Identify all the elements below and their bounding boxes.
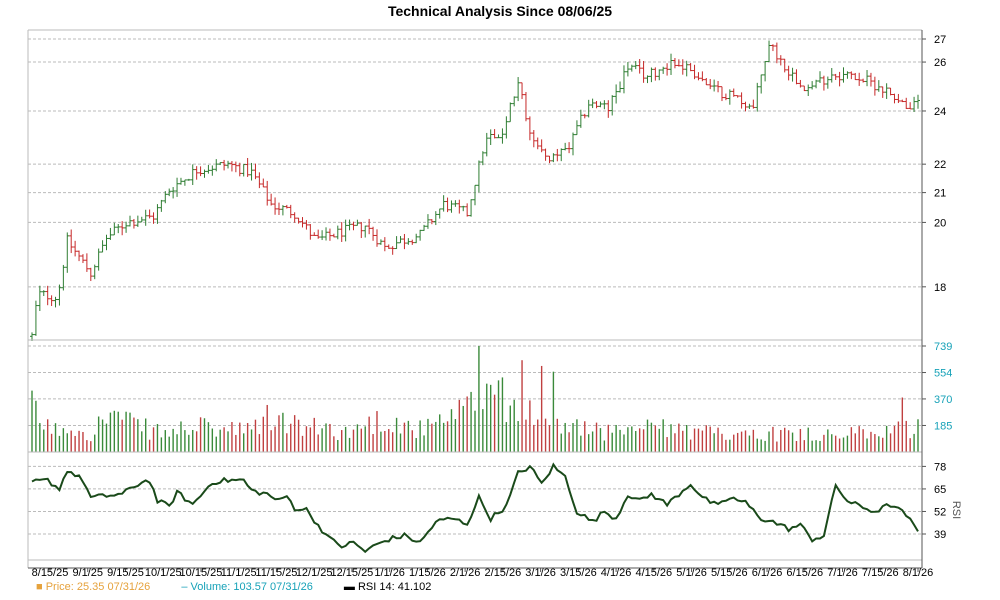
rsi-tick-label: 52 xyxy=(934,506,946,518)
volume-tick-label: 554 xyxy=(934,368,952,380)
x-tick-label: 1/15/26 xyxy=(409,567,446,579)
grid-lines xyxy=(28,38,922,535)
price-bars xyxy=(30,40,920,341)
x-tick-label: 2/1/26 xyxy=(450,567,481,579)
x-tick-label: 4/1/26 xyxy=(601,567,632,579)
price-tick-label: 21 xyxy=(934,188,946,200)
x-tick-label: 6/1/26 xyxy=(752,567,783,579)
volume-tick-label: 739 xyxy=(934,341,952,353)
volume-tick-label: 370 xyxy=(934,394,952,406)
rsi-tick-label: 78 xyxy=(934,461,946,473)
axes: 18 20 21 22 24 26 27 185 370 554 739 39 52 65 78 8/15/2… xyxy=(27,29,952,579)
rsi-path xyxy=(31,462,919,554)
x-tick-label: 1/1/26 xyxy=(374,567,405,579)
legend-volume: – Volume: 103.57 07/31/26 xyxy=(181,581,313,593)
x-tick-label: 4/15/26 xyxy=(635,567,672,579)
x-tick-label: 7/1/26 xyxy=(827,567,858,579)
legend: ■ Price: 25.35 07/31/26 – Volume: 103.57… xyxy=(36,581,459,593)
x-tick-label: 7/15/26 xyxy=(862,567,899,579)
price-tick-label: 27 xyxy=(934,34,946,46)
chart-title: Technical Analysis Since 08/06/25 xyxy=(388,3,612,19)
volume-bars xyxy=(31,346,919,452)
x-tick-label: 2/15/26 xyxy=(485,567,522,579)
x-tick-label: 9/1/25 xyxy=(72,567,103,579)
x-tick-label: 12/15/25 xyxy=(330,567,373,579)
x-tick-label: 3/15/26 xyxy=(560,567,597,579)
x-tick-label: 12/1/25 xyxy=(296,567,333,579)
x-tick-label: 11/15/25 xyxy=(255,567,297,579)
x-tick-label: 10/1/25 xyxy=(145,567,182,579)
price-tick-label: 20 xyxy=(934,217,946,229)
price-tick-label: 26 xyxy=(934,57,946,69)
rsi-tick-label: 39 xyxy=(934,529,946,541)
x-tick-label: 3/1/26 xyxy=(525,567,556,579)
x-tick-label: 5/1/26 xyxy=(676,567,707,579)
legend-rsi: ▬ RSI 14: 41.102 xyxy=(343,581,432,593)
rsi-line xyxy=(31,462,919,554)
rsi-axis-label: RSI xyxy=(950,501,962,519)
price-tick-label: 24 xyxy=(934,106,946,118)
x-tick-label: 10/15/25 xyxy=(180,567,223,579)
x-tick-label: 8/1/26 xyxy=(903,567,934,579)
x-tick-label: 5/15/26 xyxy=(711,567,748,579)
x-tick-label: 8/15/25 xyxy=(32,567,69,579)
price-tick-label: 22 xyxy=(934,159,946,171)
x-tick-label: 9/15/25 xyxy=(107,567,144,579)
volume-tick-label: 185 xyxy=(934,420,952,432)
x-tick-label: 6/15/26 xyxy=(786,567,823,579)
legend-price: ■ Price: 25.35 07/31/26 xyxy=(36,581,151,593)
price-tick-label: 18 xyxy=(934,282,946,294)
rsi-tick-label: 65 xyxy=(934,484,946,496)
x-tick-label: 11/1/25 xyxy=(221,567,257,579)
